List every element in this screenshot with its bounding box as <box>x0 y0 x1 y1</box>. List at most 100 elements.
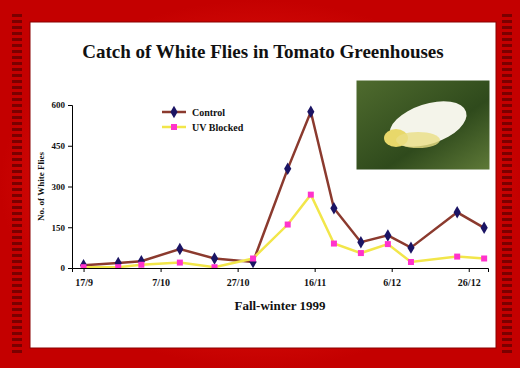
frame-stripe <box>12 194 22 197</box>
series-marker <box>177 260 183 266</box>
series-marker <box>384 229 391 241</box>
frame-stripe <box>502 350 512 353</box>
frame-stripe <box>12 272 22 275</box>
frame-stripe <box>12 248 22 251</box>
frame-stripe <box>502 284 512 287</box>
frame-stripe <box>502 194 512 197</box>
frame-stripe <box>502 218 512 221</box>
x-tick-mark <box>315 268 316 272</box>
frame-stripe <box>502 14 512 17</box>
series-marker <box>285 222 291 228</box>
series-marker <box>138 262 144 268</box>
frame-stripe <box>502 92 512 95</box>
frame-stripe <box>502 278 512 281</box>
frame-stripe <box>502 176 512 179</box>
frame-stripe <box>12 332 22 335</box>
frame-stripe <box>12 26 22 29</box>
frame-stripe <box>502 26 512 29</box>
series-marker <box>408 259 414 265</box>
y-tick-label: 450 <box>52 141 66 151</box>
slide-panel <box>30 22 496 348</box>
frame-stripe <box>502 266 512 269</box>
frame-stripe <box>12 284 22 287</box>
x-tick-mark <box>392 268 393 272</box>
series-marker <box>250 255 256 261</box>
series-marker <box>81 264 87 268</box>
frame-stripe <box>12 212 22 215</box>
frame-stripe <box>502 86 512 89</box>
photo-fly-body <box>396 132 440 148</box>
y-tick-mark <box>68 146 72 147</box>
series-marker <box>138 255 145 267</box>
frame-stripe <box>12 38 22 41</box>
frame-stripe <box>502 314 512 317</box>
x-tick: 26/12 <box>458 268 481 288</box>
frame-stripe <box>12 146 22 149</box>
x-tick: 16/11 <box>304 268 326 288</box>
frame-stripe <box>502 122 512 125</box>
frame-stripe <box>12 170 22 173</box>
frame-stripe <box>502 152 512 155</box>
y-axis-line <box>68 106 73 269</box>
y-tick: 0 <box>61 263 73 273</box>
frame-stripe <box>12 182 22 185</box>
frame-stripe <box>502 62 512 65</box>
frame-stripe <box>502 80 512 83</box>
series-marker <box>330 202 337 214</box>
series-marker <box>385 241 391 247</box>
x-tick: 27/10 <box>227 268 250 288</box>
y-axis: 0150300450600 <box>52 100 73 273</box>
legend-marker <box>171 124 177 130</box>
frame-stripe <box>502 296 512 299</box>
frame-stripe <box>12 296 22 299</box>
series-marker <box>115 257 122 268</box>
y-tick: 600 <box>52 100 73 110</box>
title: Catch of White Flies in Tomato Greenhous… <box>82 41 443 62</box>
frame-stripe <box>502 290 512 293</box>
frame-stripe <box>502 182 512 185</box>
frame-stripe <box>12 320 22 323</box>
frame-stripe <box>12 260 22 263</box>
frame-stripe <box>12 152 22 155</box>
x-axis-title: Fall-winter 1999 <box>234 298 326 313</box>
frame-stripe <box>502 242 512 245</box>
series-marker <box>80 259 87 268</box>
frame-stripes <box>12 14 512 353</box>
frame-stripe <box>12 290 22 293</box>
x-tick-label: 27/10 <box>227 277 250 288</box>
frame-stripe <box>12 44 22 47</box>
frame-stripe <box>502 104 512 107</box>
photo-background <box>356 80 490 170</box>
x-tick: 7/10 <box>152 268 170 288</box>
frame-stripe <box>12 230 22 233</box>
legend: Control UV Blocked <box>162 106 244 133</box>
x-tick-mark <box>161 268 162 272</box>
frame-stripe <box>12 176 22 179</box>
frame-stripe <box>502 146 512 149</box>
frame-stripe <box>502 68 512 71</box>
frame-stripe <box>12 86 22 89</box>
frame-stripe <box>502 164 512 167</box>
legend-label: Control <box>192 107 225 118</box>
x-tick-mark <box>469 268 470 272</box>
photo-fly-wing <box>384 93 472 156</box>
series-marker <box>307 106 314 118</box>
x-tick-label: 6/12 <box>383 277 401 288</box>
frame-stripe <box>12 122 22 125</box>
frame-stripe <box>12 338 22 341</box>
y-tick-mark <box>68 187 72 188</box>
y-tick: 450 <box>52 141 73 151</box>
frame-stripe <box>502 260 512 263</box>
x-tick-label: 26/12 <box>458 277 481 288</box>
frame-stripe <box>12 302 22 305</box>
legend-entry: Control <box>162 106 225 118</box>
series-marker <box>211 252 218 264</box>
legend-label: UV Blocked <box>192 122 244 133</box>
frame-stripe <box>12 188 22 191</box>
frame-stripe <box>502 200 512 203</box>
x-tick: 6/12 <box>383 268 401 288</box>
series-line <box>84 112 485 265</box>
series-marker <box>407 241 414 253</box>
frame-stripe <box>502 206 512 209</box>
y-tick-label: 150 <box>52 223 66 233</box>
